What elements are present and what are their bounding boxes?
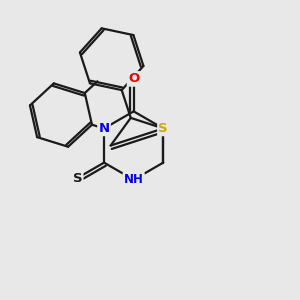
Text: S: S [158,122,168,135]
Text: O: O [128,72,139,86]
Text: S: S [73,172,82,184]
Text: N: N [98,122,110,135]
Text: NH: NH [124,173,144,186]
